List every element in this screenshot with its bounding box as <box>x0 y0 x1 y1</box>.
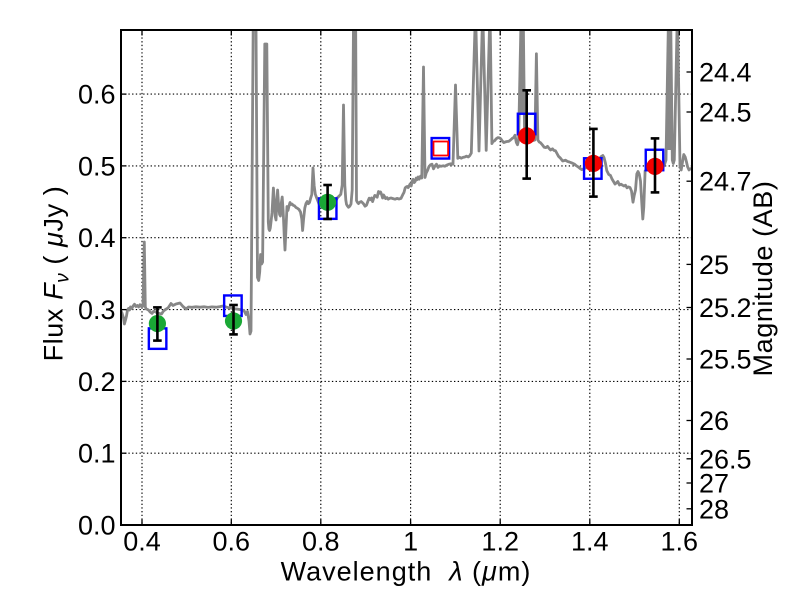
svg-text:1.6: 1.6 <box>661 527 699 557</box>
svg-text:1.2: 1.2 <box>481 527 519 557</box>
svg-text:26: 26 <box>699 406 729 436</box>
svg-text:Flux Fν ( μJy ): Flux Fν ( μJy ) <box>39 186 74 362</box>
svg-text:0.1: 0.1 <box>78 439 116 469</box>
svg-text:28: 28 <box>699 494 729 524</box>
svg-text:0.3: 0.3 <box>78 295 116 325</box>
svg-text:0.2: 0.2 <box>78 367 116 397</box>
svg-text:27: 27 <box>699 469 729 499</box>
svg-text:26.5: 26.5 <box>699 444 752 474</box>
svg-text:0.0: 0.0 <box>78 511 116 541</box>
svg-text:1: 1 <box>403 527 418 557</box>
svg-text:24.4: 24.4 <box>699 58 752 88</box>
svg-text:25.2: 25.2 <box>699 293 752 323</box>
svg-text:24.7: 24.7 <box>699 167 752 197</box>
svg-text:25: 25 <box>699 250 729 280</box>
svg-text:0.4: 0.4 <box>78 223 116 253</box>
svg-text:0.6: 0.6 <box>213 527 251 557</box>
svg-text:0.5: 0.5 <box>78 151 116 181</box>
svg-text:25.5: 25.5 <box>699 345 752 375</box>
svg-text:Wavelength λ (μm): Wavelength λ (μm) <box>281 557 532 587</box>
svg-text:0.8: 0.8 <box>302 527 340 557</box>
svg-text:Magnitude (AB): Magnitude (AB) <box>748 181 778 377</box>
svg-text:0.6: 0.6 <box>78 80 116 110</box>
svg-text:24.5: 24.5 <box>699 98 752 128</box>
svg-text:0.4: 0.4 <box>123 527 161 557</box>
svg-text:1.4: 1.4 <box>571 527 609 557</box>
